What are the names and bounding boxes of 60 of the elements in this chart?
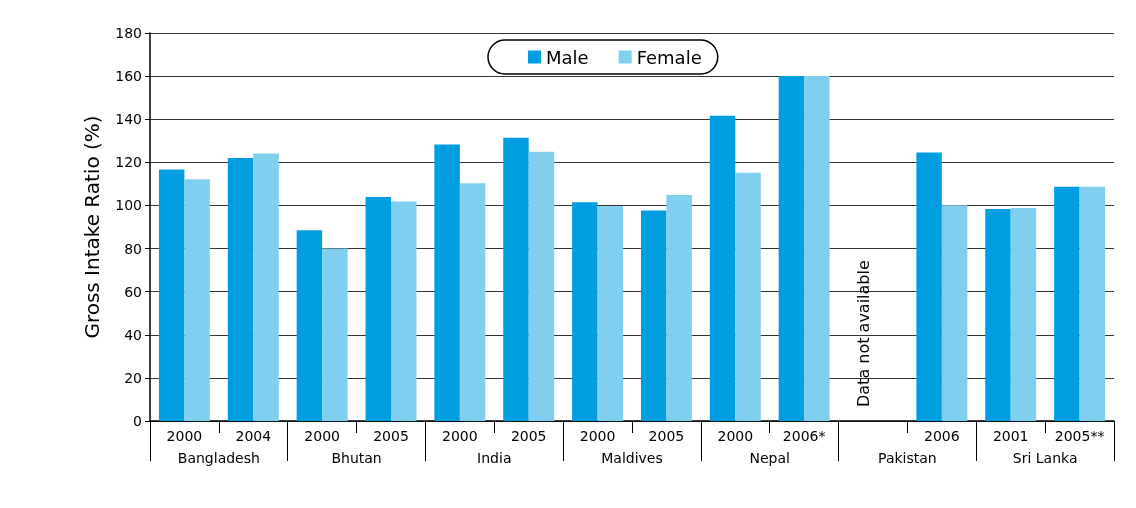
- bar: [1079, 186, 1106, 421]
- x-tick-label: 2001: [992, 428, 1029, 444]
- x-tick-label: 2005**: [1054, 428, 1105, 444]
- bar: [434, 144, 460, 421]
- bar: [666, 194, 692, 421]
- y-tick-label: 160: [115, 68, 142, 85]
- y-tick-label: 100: [115, 197, 142, 214]
- annotation: Data not available: [853, 260, 873, 407]
- bar: [528, 151, 555, 421]
- legend-label: Female: [636, 46, 702, 68]
- x-tick-label: 2000: [442, 428, 478, 444]
- bar: [709, 115, 736, 421]
- y-tick-label: 0: [133, 413, 142, 429]
- bar: [941, 205, 968, 421]
- text: India: [477, 450, 512, 466]
- text: Sri Lanka: [1012, 450, 1078, 466]
- y-tick-label: 60: [124, 283, 142, 300]
- bar: [227, 158, 254, 421]
- bar: [640, 210, 667, 421]
- x-tick-label: 2005: [510, 428, 547, 444]
- bar: [804, 76, 830, 421]
- x-tick-label: 2004: [235, 428, 272, 444]
- x-tick-label: 2000: [717, 428, 754, 444]
- bar: [253, 153, 279, 421]
- x-tick-label: 2005: [648, 428, 685, 444]
- x-tick-label: 2006*: [782, 428, 826, 444]
- x-tick-label: 2000: [304, 428, 340, 444]
- y-tick-label: 120: [115, 154, 142, 171]
- text: Maldives: [601, 450, 663, 466]
- bar: [391, 201, 417, 421]
- y-tick-label: 40: [124, 326, 142, 343]
- bar: [572, 202, 598, 421]
- y-tick-label: 20: [124, 369, 142, 386]
- bar: [778, 76, 805, 421]
- bar: [322, 248, 348, 421]
- bar: [1054, 186, 1080, 421]
- y-axis-title: Gross Intake Ratio (%): [80, 115, 104, 339]
- x-tick-label: 2000: [579, 428, 616, 444]
- y-tick-label: 180: [115, 25, 142, 41]
- x-tick-label: 2006: [924, 428, 960, 444]
- bar: [365, 197, 391, 421]
- bar: [503, 137, 529, 421]
- bar: [1010, 208, 1037, 421]
- x-tick-label: 2000: [166, 428, 203, 444]
- text: Pakistan: [878, 450, 937, 466]
- bar: [597, 205, 624, 421]
- x-tick-label: 2005: [373, 428, 409, 444]
- bar: [916, 152, 942, 421]
- text: Bangladesh: [177, 450, 260, 466]
- bar: [296, 230, 323, 421]
- bar: [184, 179, 210, 421]
- bar: [158, 169, 185, 421]
- text: Bhutan: [331, 450, 382, 466]
- text: Nepal: [749, 450, 790, 466]
- bar: [735, 172, 761, 421]
- y-tick-label: 80: [124, 240, 142, 257]
- legend-label: Male: [546, 46, 589, 68]
- y-tick-label: 140: [115, 111, 142, 128]
- bar: [985, 208, 1011, 421]
- bar: [459, 183, 486, 421]
